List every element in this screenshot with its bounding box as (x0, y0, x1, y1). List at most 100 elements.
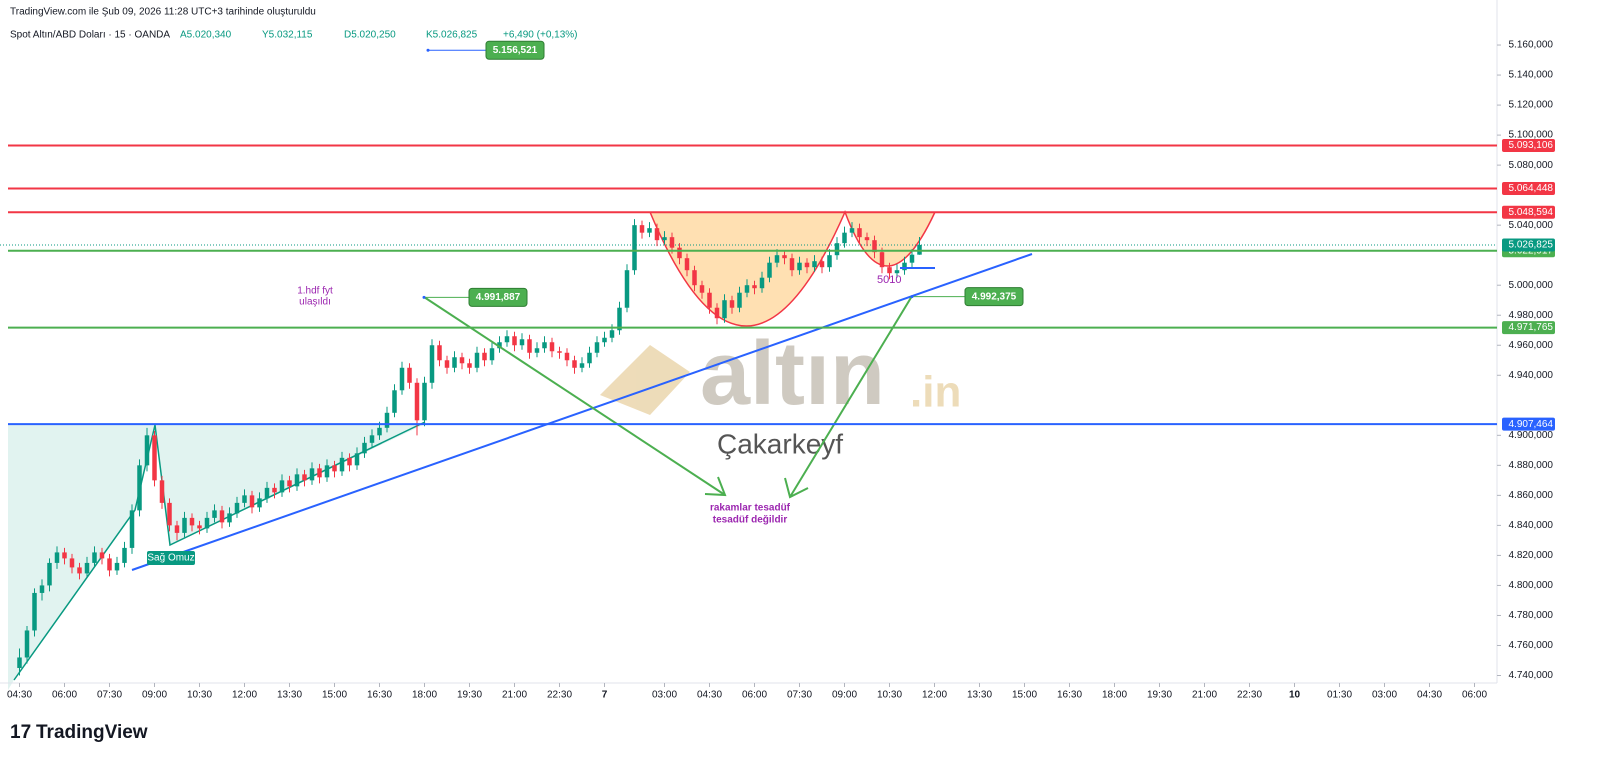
candle-body (564, 352, 570, 361)
x-tick-label: 22:30 (1237, 690, 1262, 701)
candle-body (624, 270, 630, 308)
candle-body (182, 517, 187, 533)
y-tick-label: 4.780,000 (1509, 610, 1554, 621)
candle-body (459, 357, 465, 364)
x-tick-label: 10 (1289, 690, 1301, 701)
x-tick-label: 06:00 (1462, 690, 1487, 701)
callout-label: 4.992,375 (972, 291, 1017, 302)
callout-dot (422, 295, 426, 299)
candle-body (684, 258, 690, 271)
y-tick-label: 4.900,000 (1509, 430, 1554, 441)
y-tick-label: 4.980,000 (1509, 310, 1554, 321)
candle-body (332, 465, 337, 472)
candle-body (47, 562, 52, 586)
arrows (423, 295, 913, 499)
y-tick-label: 5.100,000 (1509, 130, 1554, 141)
candle-body (369, 435, 375, 443)
candle-body (527, 339, 532, 353)
candle-body (542, 342, 547, 349)
candle-body (474, 352, 480, 368)
candle-body (497, 342, 502, 349)
arrow-head (784, 477, 809, 499)
note: 5010 (877, 274, 901, 286)
ohlc-low: D5.020,250 (344, 30, 396, 41)
candle-body (609, 330, 615, 338)
candle-body (137, 465, 142, 511)
last-price-box (1502, 238, 1555, 252)
x-tick-label: 7 (602, 690, 608, 701)
candle-body (654, 228, 660, 241)
candle-body (354, 453, 360, 466)
x-tick-label: 09:00 (832, 690, 857, 701)
note: Sağ Omuz (147, 553, 194, 564)
candle-body (602, 337, 607, 343)
candle-body (279, 480, 285, 493)
change: +6,490 (+0,13%) (503, 30, 578, 41)
y-tick-label: 4.960,000 (1509, 340, 1554, 351)
note: tesadüf değildir (713, 515, 788, 526)
x-tick-label: 04:30 (697, 690, 722, 701)
x-tick-label: 03:00 (1372, 690, 1397, 701)
candle-body (857, 228, 862, 238)
candle-body (864, 237, 870, 241)
candle-body (24, 630, 30, 658)
candle-body (264, 487, 270, 499)
candle-body (812, 261, 817, 268)
y-tick-label: 4.760,000 (1509, 640, 1554, 651)
candle-body (399, 367, 405, 391)
candle-body (257, 498, 262, 508)
x-tick-label: 12:00 (232, 690, 257, 701)
candle-body (84, 562, 90, 574)
candle-body (842, 232, 847, 244)
candle-body (422, 382, 427, 421)
candle-body (99, 552, 105, 559)
candle-body (804, 262, 810, 268)
ohlc-open: A5.020,340 (180, 30, 232, 41)
candle-body (62, 552, 67, 559)
x-tick-label: 07:30 (787, 690, 812, 701)
candle-body (887, 267, 892, 274)
candle-body (699, 285, 705, 293)
candle-body (69, 558, 75, 568)
candle-body (407, 367, 412, 383)
candle-body (482, 352, 487, 361)
candle-body (632, 225, 637, 271)
x-tick-label: 15:00 (322, 690, 347, 701)
x-tick-label: 06:00 (52, 690, 77, 701)
candle-body (894, 270, 900, 274)
candle-body (872, 240, 877, 253)
candle-body (722, 300, 727, 319)
callout-dot (910, 295, 914, 299)
x-tick-label: 04:30 (7, 690, 32, 701)
x-tick-label: 09:00 (142, 690, 167, 701)
trend-line (131, 253, 1033, 571)
candle-body (572, 360, 577, 368)
candle-body (557, 351, 562, 353)
level-label-box (1502, 181, 1555, 195)
candle-body (339, 457, 345, 472)
note: 1.hdf fyt (297, 286, 333, 297)
candle-body (782, 255, 787, 259)
pattern-fill (8, 424, 425, 690)
candle-body (534, 348, 540, 353)
candle-body (789, 258, 795, 271)
candle-body (317, 468, 322, 478)
candle-body (819, 261, 825, 268)
candle-body (617, 307, 622, 331)
x-tick-label: 13:30 (967, 690, 992, 701)
y-tick-label: 5.160,000 (1509, 40, 1554, 51)
watermark-logo (600, 345, 690, 415)
candle-body (737, 292, 742, 308)
x-tick-label: 15:00 (1012, 690, 1037, 701)
level-label-box (1502, 417, 1555, 431)
arrow (789, 295, 913, 498)
level-label: 5.048,594 (1509, 207, 1554, 218)
footer-logo: 17 (10, 722, 31, 743)
callout-label: 5.156,521 (493, 45, 538, 56)
candle-body (17, 657, 22, 668)
x-tick-label: 06:00 (742, 690, 767, 701)
level-label: 4.907,464 (1509, 419, 1554, 430)
y-tick-label: 5.000,000 (1509, 280, 1554, 291)
candle-body (797, 262, 802, 271)
